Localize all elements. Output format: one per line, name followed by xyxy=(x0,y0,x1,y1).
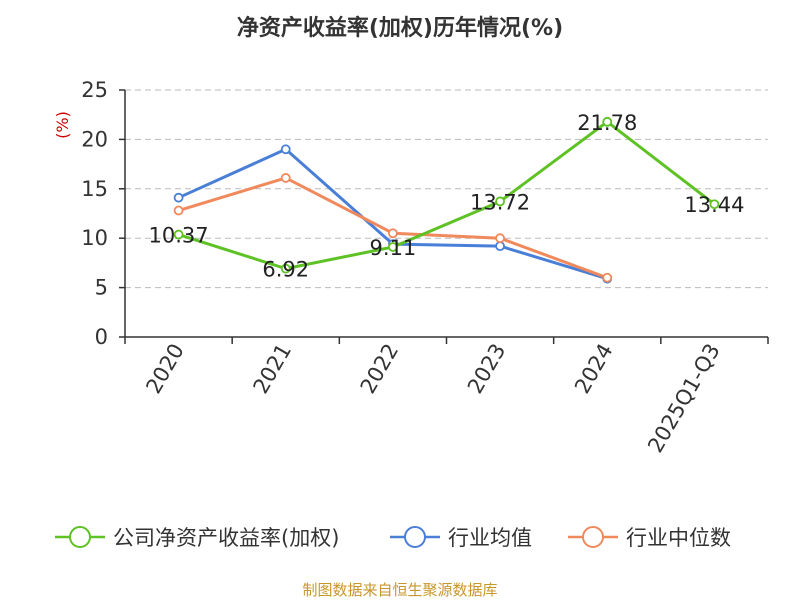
y-tick-label: 5 xyxy=(95,276,108,300)
x-tick-label: 2025Q1-Q3 xyxy=(643,340,725,457)
data-point xyxy=(602,272,613,283)
data-point xyxy=(495,241,505,252)
data-point xyxy=(388,242,398,252)
data-label: 9.11 xyxy=(370,236,417,260)
data-label: 13.72 xyxy=(470,190,530,214)
legend-label: 行业均值 xyxy=(448,526,532,550)
data-labels: 10.37 6.92 9.11 13.72 21.78 13.44 xyxy=(149,111,745,282)
data-point xyxy=(709,199,720,210)
y-tick-label: 20 xyxy=(81,127,108,151)
axes: 0 5 10 15 20 25 2020 2021 2022 2023 2024 2025Q1-Q3 xyxy=(81,78,769,457)
data-point xyxy=(280,263,291,274)
data-point xyxy=(173,205,184,216)
legend: 公司净资产收益率(加权) 行业均值 行业中位数 xyxy=(55,526,731,550)
data-point xyxy=(388,228,398,239)
data-label: 6.92 xyxy=(262,258,309,282)
grid xyxy=(125,89,768,289)
chart-title: 净资产收益率(加权)历年情况(%) xyxy=(237,15,563,41)
data-point xyxy=(280,144,291,155)
legend-label: 行业中位数 xyxy=(626,526,731,550)
x-tick-label: 2021 xyxy=(249,340,297,398)
series-line xyxy=(178,120,716,271)
source-note: 制图数据来自恒生聚源数据库 xyxy=(302,581,497,599)
data-point xyxy=(495,233,505,244)
legend-marker xyxy=(582,526,604,548)
series-line xyxy=(178,176,608,280)
series xyxy=(173,116,720,284)
data-point xyxy=(280,173,291,183)
y-tick-label: 25 xyxy=(81,78,108,102)
legend-marker xyxy=(69,526,91,548)
data-point xyxy=(173,192,184,203)
y-tick-label: 0 xyxy=(95,325,108,349)
data-point xyxy=(495,196,505,207)
y-tick-label: 15 xyxy=(81,177,108,201)
y-axis-label: (%) xyxy=(53,111,72,139)
data-label: 10.37 xyxy=(149,224,209,248)
data-point xyxy=(173,229,184,240)
legend-label: 公司净资产收益率(加权) xyxy=(113,526,339,550)
y-tick-label: 10 xyxy=(81,226,108,250)
data-label: 13.44 xyxy=(684,193,744,217)
x-tick-label: 2022 xyxy=(356,340,404,398)
data-label: 21.78 xyxy=(577,111,637,135)
x-tick-label: 2023 xyxy=(463,340,511,398)
x-tick-label: 2024 xyxy=(570,340,618,398)
data-point xyxy=(602,116,613,127)
x-tick-label: 2020 xyxy=(141,340,189,398)
legend-marker xyxy=(404,526,426,548)
